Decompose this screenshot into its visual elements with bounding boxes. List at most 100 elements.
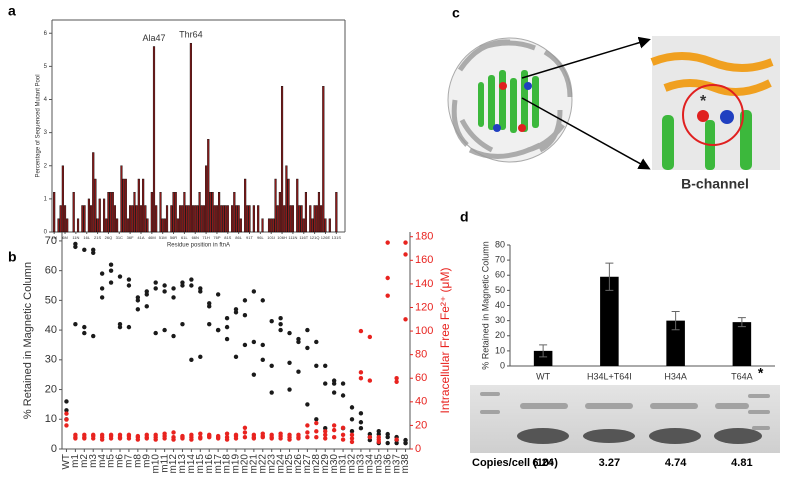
point: [260, 342, 265, 348]
y-tick-label: 20: [495, 330, 505, 340]
x-tick-label: m10: [150, 454, 161, 474]
point: [91, 436, 96, 441]
point: [376, 431, 381, 437]
point: [162, 289, 167, 294]
point: [340, 432, 346, 438]
bar: [220, 205, 223, 233]
bar: [335, 192, 338, 233]
x-tick-label: 116T: [299, 235, 308, 240]
y2-tick-label: 160: [415, 254, 433, 266]
x-tick-label: 71H: [202, 235, 209, 240]
x-tick-label: m26: [293, 454, 304, 474]
bar: [202, 205, 205, 233]
point: [403, 240, 408, 245]
x-axis-label: Residue position in ftnA: [167, 243, 230, 249]
y-tick-label: 30: [45, 354, 57, 366]
point: [358, 411, 364, 416]
bar: [126, 218, 130, 233]
bar: [92, 152, 95, 233]
x-tick-label: m36: [382, 454, 393, 474]
point: [99, 432, 105, 438]
y-tick-label: 20: [45, 383, 57, 395]
error-bar: [539, 344, 548, 358]
bar: [196, 205, 199, 233]
bar: [120, 165, 123, 233]
point: [242, 425, 248, 430]
point: [135, 307, 141, 312]
x-tick-label: m6: [115, 454, 126, 468]
x-tick-label: m8: [132, 454, 143, 468]
panel-label: d: [460, 209, 469, 225]
bar: [298, 205, 301, 233]
x-tick-label: 76P: [213, 235, 220, 240]
point: [171, 333, 176, 339]
point: [224, 324, 230, 330]
point: [162, 283, 167, 288]
caption: B-channel: [681, 176, 749, 192]
bar: [53, 192, 56, 233]
point: [64, 411, 69, 416]
bar: [159, 192, 162, 233]
bar: [189, 42, 192, 233]
x-tick-label: 26Q: [105, 235, 113, 240]
y2-tick-label: 140: [415, 278, 433, 290]
row-label: Copies/cell (10⁵): [472, 457, 558, 469]
bar: [72, 192, 75, 233]
bar: [322, 86, 325, 233]
point: [269, 435, 274, 440]
point: [349, 417, 355, 422]
point: [99, 271, 105, 276]
point: [403, 252, 408, 257]
x-tick-label: 1M: [51, 235, 57, 240]
y-tick-label: 6: [44, 31, 48, 37]
bar: [248, 205, 251, 233]
point: [198, 431, 203, 436]
annotation: Ala47: [142, 33, 165, 43]
point: [269, 390, 274, 395]
bar: [83, 205, 86, 233]
point: [394, 437, 399, 442]
bar: [178, 205, 182, 233]
point: [358, 420, 364, 425]
point: [108, 432, 114, 438]
bar: [142, 178, 145, 233]
point: [287, 360, 292, 365]
point: [305, 435, 310, 440]
point: [198, 436, 203, 441]
bar: [131, 205, 134, 233]
x-tick-label: 66N: [192, 235, 199, 240]
y-tick-label: 40: [45, 324, 57, 336]
bar: [224, 205, 227, 233]
bar: [144, 205, 147, 233]
point: [126, 277, 132, 282]
y-tick-label: 0: [44, 230, 48, 236]
point: [117, 436, 123, 441]
bar: [296, 178, 299, 233]
y-tick-label: 40: [495, 300, 505, 310]
bar: [89, 205, 93, 233]
point: [323, 432, 328, 438]
copies-value: 3.27: [599, 457, 620, 469]
y2-tick-label: 120: [415, 301, 433, 313]
bar: [239, 218, 242, 233]
y-tick-label: 30: [495, 315, 505, 325]
point: [189, 283, 194, 288]
point: [242, 430, 248, 435]
bar: [150, 192, 153, 233]
bar: [111, 192, 114, 233]
bar: [165, 205, 169, 233]
point: [73, 321, 78, 327]
bar: [600, 276, 619, 366]
x-tick-label: m30: [329, 454, 340, 474]
x-tick-label: 86L: [235, 235, 242, 240]
panel-label: b: [8, 249, 17, 265]
copies-value: 6.24: [532, 457, 554, 469]
point: [358, 370, 364, 375]
point: [198, 354, 203, 360]
bar: [172, 192, 175, 233]
point: [340, 381, 346, 386]
bar: [278, 192, 281, 233]
point: [349, 436, 355, 441]
point: [358, 376, 364, 381]
bar: [174, 192, 177, 233]
